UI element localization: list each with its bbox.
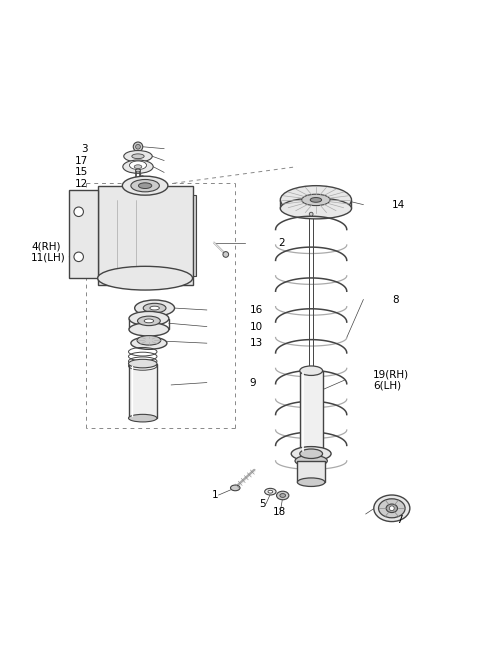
Text: 12: 12: [75, 179, 88, 189]
Ellipse shape: [97, 266, 192, 290]
Ellipse shape: [280, 198, 351, 219]
Ellipse shape: [136, 178, 140, 181]
Ellipse shape: [309, 213, 313, 216]
Ellipse shape: [136, 169, 140, 172]
Ellipse shape: [130, 161, 146, 169]
Polygon shape: [69, 190, 97, 278]
Ellipse shape: [310, 197, 322, 202]
Ellipse shape: [137, 336, 161, 345]
Text: 9: 9: [250, 378, 256, 388]
Text: 2: 2: [278, 237, 285, 247]
Ellipse shape: [135, 300, 175, 316]
Text: 17: 17: [75, 155, 88, 165]
Ellipse shape: [144, 319, 154, 323]
Text: 15: 15: [75, 167, 88, 177]
Ellipse shape: [230, 485, 240, 491]
Ellipse shape: [129, 323, 169, 336]
Polygon shape: [300, 371, 323, 454]
Text: 5: 5: [259, 499, 265, 508]
Ellipse shape: [129, 415, 157, 422]
Ellipse shape: [124, 151, 152, 162]
Ellipse shape: [138, 183, 152, 188]
Ellipse shape: [276, 491, 289, 500]
Circle shape: [74, 252, 84, 262]
Circle shape: [136, 144, 140, 149]
Text: 19(RH)
6(LH): 19(RH) 6(LH): [373, 369, 409, 391]
Ellipse shape: [295, 455, 327, 466]
Ellipse shape: [298, 478, 325, 487]
Text: 16: 16: [250, 305, 263, 315]
Polygon shape: [192, 195, 196, 276]
Ellipse shape: [123, 160, 153, 173]
Ellipse shape: [280, 493, 286, 497]
Text: 14: 14: [392, 199, 405, 210]
Text: 18: 18: [273, 506, 287, 517]
Ellipse shape: [386, 504, 397, 512]
Circle shape: [389, 506, 394, 510]
Ellipse shape: [300, 449, 323, 459]
Ellipse shape: [268, 490, 273, 493]
Ellipse shape: [132, 154, 144, 159]
Polygon shape: [129, 363, 157, 418]
Ellipse shape: [150, 306, 159, 310]
Ellipse shape: [131, 180, 159, 192]
Polygon shape: [97, 186, 192, 285]
Ellipse shape: [264, 488, 276, 495]
Text: 4(RH)
11(LH): 4(RH) 11(LH): [31, 241, 66, 263]
Circle shape: [133, 142, 143, 152]
Text: 13: 13: [250, 338, 263, 348]
Ellipse shape: [379, 499, 405, 518]
Circle shape: [223, 252, 228, 257]
Text: 3: 3: [82, 144, 88, 154]
Ellipse shape: [143, 303, 166, 313]
Ellipse shape: [374, 495, 410, 522]
Ellipse shape: [129, 359, 157, 368]
Text: 7: 7: [396, 515, 403, 525]
Text: 1: 1: [212, 490, 218, 500]
Text: 10: 10: [250, 321, 263, 331]
Ellipse shape: [291, 447, 331, 461]
Ellipse shape: [122, 176, 168, 195]
Circle shape: [74, 207, 84, 216]
Ellipse shape: [300, 366, 323, 375]
Text: 8: 8: [392, 295, 398, 304]
Ellipse shape: [301, 194, 330, 205]
Polygon shape: [298, 461, 325, 482]
Ellipse shape: [129, 312, 169, 325]
Ellipse shape: [280, 186, 351, 214]
Ellipse shape: [137, 316, 160, 325]
Ellipse shape: [131, 337, 167, 350]
Ellipse shape: [134, 165, 142, 169]
